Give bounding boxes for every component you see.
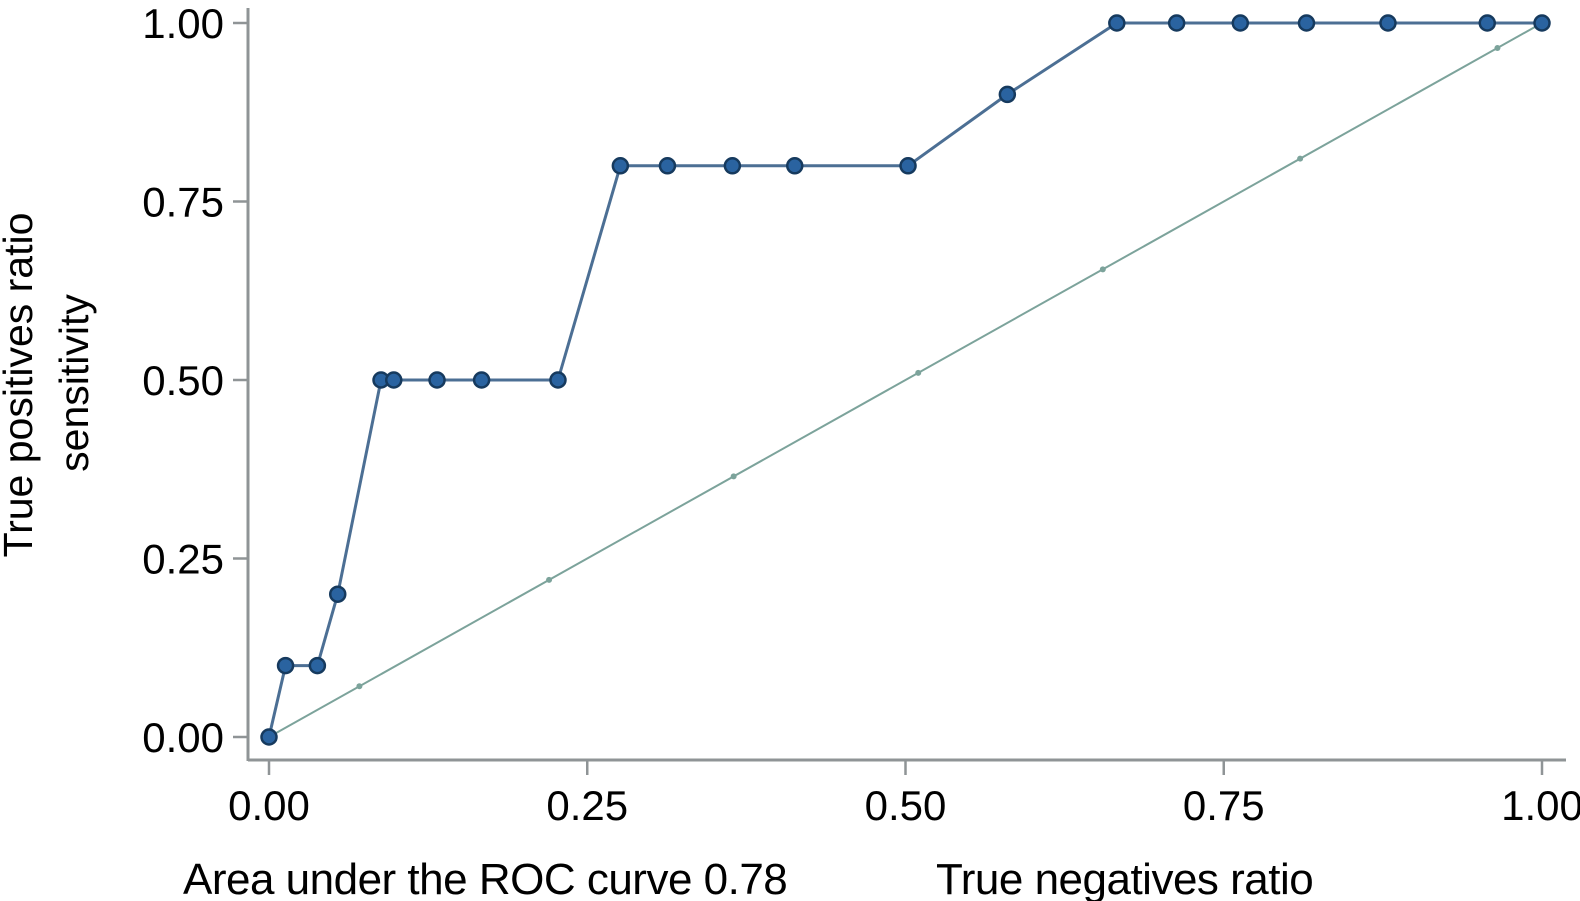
roc-data-point — [1379, 14, 1397, 32]
axes — [246, 8, 1566, 762]
y-tick-label: 0.75 — [142, 179, 224, 226]
auc-caption: Area under the ROC curve 0.78 — [183, 855, 787, 901]
y-tick-label: 1.00 — [142, 0, 224, 47]
y-tick-label: 0.00 — [142, 714, 224, 761]
reference-line-dot — [546, 576, 553, 583]
reference-line-dot — [1494, 44, 1501, 51]
roc-data-point — [611, 157, 630, 175]
reference-line-dot — [1297, 155, 1304, 162]
x-tick-label: 0.50 — [865, 782, 947, 829]
roc-data-point — [658, 157, 677, 175]
roc-data-point — [1533, 14, 1551, 32]
roc-data-point — [1297, 14, 1316, 32]
roc-data-point — [1167, 14, 1186, 32]
roc-data-point — [385, 371, 403, 389]
reference-line-dot — [915, 369, 922, 376]
roc-data-point — [276, 656, 295, 675]
reference-line-dot — [1099, 266, 1106, 273]
reference-line-dot — [356, 683, 363, 690]
reference-series — [268, 22, 1543, 738]
x-tick-label: 1.00 — [1501, 782, 1580, 829]
reference-line — [268, 22, 1543, 738]
reference-line-dot — [730, 473, 737, 480]
x-tick-label: 0.75 — [1183, 782, 1265, 829]
x-tick-label: 0.25 — [546, 782, 628, 829]
y-axis-title-line2: sensitivity — [51, 294, 97, 472]
roc-data-point — [260, 728, 278, 746]
roc-data-point — [998, 85, 1017, 104]
roc-data-point — [1108, 14, 1126, 32]
roc-data-point — [472, 371, 491, 389]
roc-line — [267, 21, 1542, 738]
roc-data-point — [1478, 14, 1497, 32]
roc-data-point — [328, 585, 347, 603]
roc-data-point — [899, 157, 917, 175]
y-tick-label: 0.50 — [142, 357, 224, 404]
x-tick-label: 0.00 — [228, 782, 310, 829]
roc-series — [260, 14, 1551, 746]
y-tick-label: 0.25 — [142, 536, 224, 583]
y-axis-ticks: 0.00 0.25 0.50 0.75 1.00 — [142, 0, 248, 761]
y-axis-title-line1: True positives ratio — [0, 213, 41, 558]
x-axis-ticks: 0.00 0.25 0.50 0.75 1.00 — [228, 760, 1580, 829]
roc-data-point — [428, 371, 446, 389]
roc-data-point — [308, 656, 327, 675]
roc-data-point — [549, 371, 567, 389]
roc-data-point — [785, 157, 804, 175]
roc-data-point — [723, 157, 742, 175]
roc-data-point — [1231, 14, 1250, 32]
x-axis-title: True negatives ratio — [936, 855, 1313, 901]
